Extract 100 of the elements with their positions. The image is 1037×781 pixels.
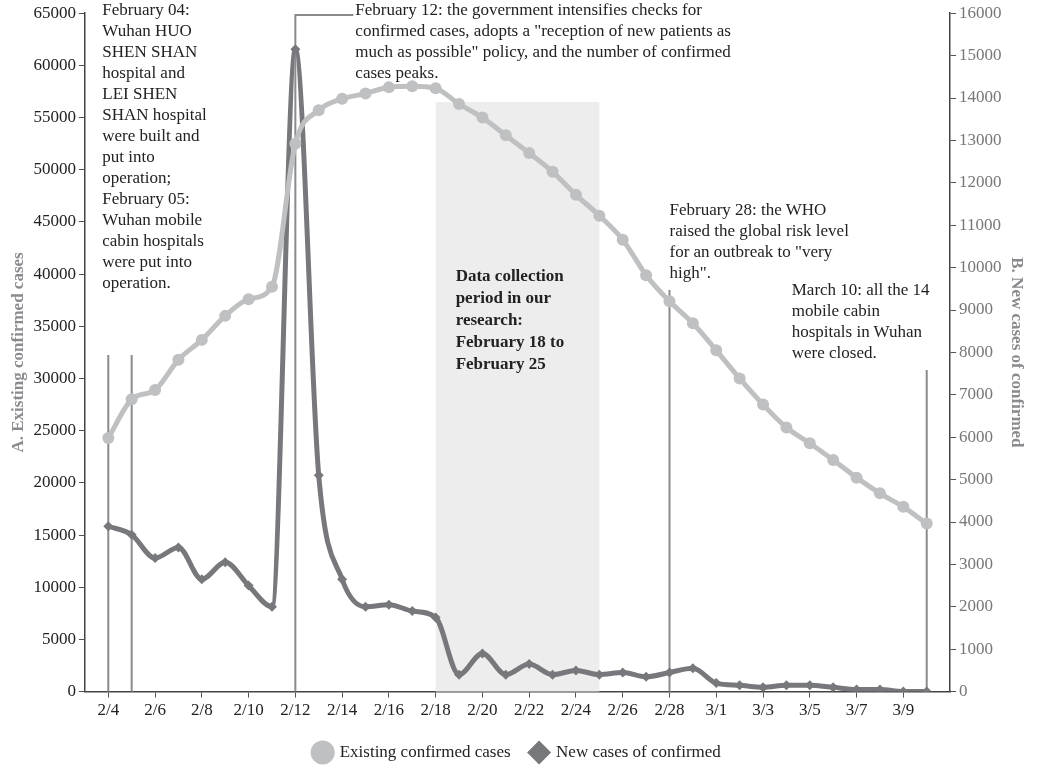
point: [477, 648, 488, 659]
ref-line-label: February 28: the WHO raised the global risk level for an outbreak to "very high".: [669, 199, 850, 282]
y-tick-label: 40000: [33, 263, 76, 283]
x-tick-label: 3/7: [845, 700, 868, 720]
point: [827, 453, 840, 466]
y2-tick-label: 15000: [959, 45, 1002, 65]
point: [149, 383, 162, 396]
point: [102, 431, 115, 444]
y-tick-label: 50000: [33, 159, 76, 179]
point: [290, 44, 301, 55]
y2-tick-label: 4000: [959, 511, 994, 531]
point: [126, 529, 137, 540]
x-tick-label: 3/3: [752, 700, 774, 720]
point: [243, 580, 254, 591]
point: [546, 165, 559, 178]
x-tick-label: 3/9: [892, 700, 915, 720]
x-tick-label: 2/20: [467, 700, 498, 720]
point: [429, 82, 442, 95]
point: [195, 333, 208, 346]
y2-tick-label: 8000: [959, 341, 994, 361]
point: [430, 612, 441, 623]
x-tick-label: 2/26: [607, 700, 638, 720]
y-tick-label: 30000: [33, 367, 76, 387]
y2-tick-label: 0: [959, 681, 968, 701]
point: [337, 574, 348, 585]
point: [454, 669, 465, 680]
y-axis-title: A. Existing confirmed cases: [7, 251, 27, 453]
y-tick-label: 45000: [33, 211, 76, 231]
point: [569, 188, 582, 201]
text: February 04: Wuhan HUO SHEN SHAN hospital and LEI SHEN SHAN hospital were built and put into operation; February 05: Wuhan mobile cabin hospitals were put into operation.: [102, 0, 207, 292]
point: [733, 372, 746, 385]
point: [219, 309, 232, 322]
legend-label: Existing confirmed cases: [339, 741, 511, 761]
point: [196, 574, 207, 585]
point: [686, 317, 699, 330]
y-tick-label: 0: [67, 681, 76, 701]
y-tick-label: 20000: [33, 472, 76, 492]
x-tick-label: 2/8: [190, 700, 213, 720]
point: [499, 129, 512, 142]
point: [640, 269, 653, 282]
legend-label: New cases of confirmed: [556, 741, 722, 761]
point: [476, 111, 489, 124]
point: [500, 669, 511, 680]
x-tick-label: 2/10: [233, 700, 264, 720]
x-tick-label: 2/6: [144, 700, 166, 720]
point: [382, 81, 395, 94]
x-tick-label: 2/22: [514, 700, 545, 720]
x-tick-label: 2/14: [327, 700, 358, 720]
y-tick-label: 25000: [33, 420, 76, 440]
point: [920, 517, 933, 530]
point: [359, 87, 372, 100]
point: [265, 280, 278, 293]
point: [242, 293, 255, 306]
y2-tick-label: 1000: [959, 638, 994, 658]
y2-tick-label: 6000: [959, 426, 994, 446]
y2-tick-label: 5000: [959, 469, 994, 489]
band-label: Data collection period in our research: February 18 to February 25: [455, 266, 565, 374]
y2-tick-label: 7000: [959, 384, 994, 404]
point: [780, 421, 793, 434]
y2-tick-label: 2000: [959, 596, 994, 616]
y2-tick-label: 9000: [959, 299, 994, 319]
y-tick-label: 65000: [33, 2, 76, 22]
y2-tick-label: 13000: [959, 129, 1002, 149]
point: [710, 344, 723, 357]
y2-tick-label: 12000: [959, 172, 1002, 192]
point: [663, 295, 676, 308]
x-tick-label: 2/4: [97, 700, 120, 720]
y-tick-label: 35000: [33, 315, 76, 335]
point: [523, 147, 536, 160]
point: [616, 233, 629, 246]
x-tick-label: 2/24: [560, 700, 592, 720]
point: [172, 353, 185, 366]
y-tick-label: 10000: [33, 576, 76, 596]
point: [850, 471, 863, 484]
point: [897, 500, 910, 513]
y2-tick-label: 16000: [959, 2, 1002, 22]
point: [125, 393, 138, 406]
point: [289, 137, 302, 150]
y-tick-label: 15000: [33, 524, 76, 544]
y2-tick-label: 11000: [959, 214, 1001, 234]
point: [593, 209, 606, 222]
x-tick-label: 2/12: [280, 700, 311, 720]
ref-line-label: February 12: the government intensifies checks for confirmed cases, adopts a "reception of new patients as much as possible" policy, and the number of confirmed cases peaks.: [355, 0, 732, 82]
y2-axis-title: B. New cases of confirmed: [1008, 257, 1028, 449]
y2-tick-label: 3000: [959, 553, 994, 573]
y2-tick-label: 14000: [959, 87, 1002, 107]
point: [312, 104, 325, 117]
x-tick-label: 3/1: [705, 700, 728, 720]
y-tick-label: 60000: [33, 54, 76, 74]
x-tick-label: 2/28: [654, 700, 685, 720]
y-tick-label: 55000: [33, 107, 76, 127]
point: [336, 92, 349, 105]
point: [873, 487, 886, 500]
ref-line-label: March 10: all the 14 mobile cabin hospitals in Wuhan were closed.: [791, 279, 931, 362]
point: [803, 437, 816, 450]
y2-tick-label: 10000: [959, 257, 1002, 277]
y-tick-label: 5000: [41, 628, 76, 648]
point: [453, 98, 466, 110]
x-tick-label: 2/18: [420, 700, 451, 720]
point: [757, 398, 770, 411]
